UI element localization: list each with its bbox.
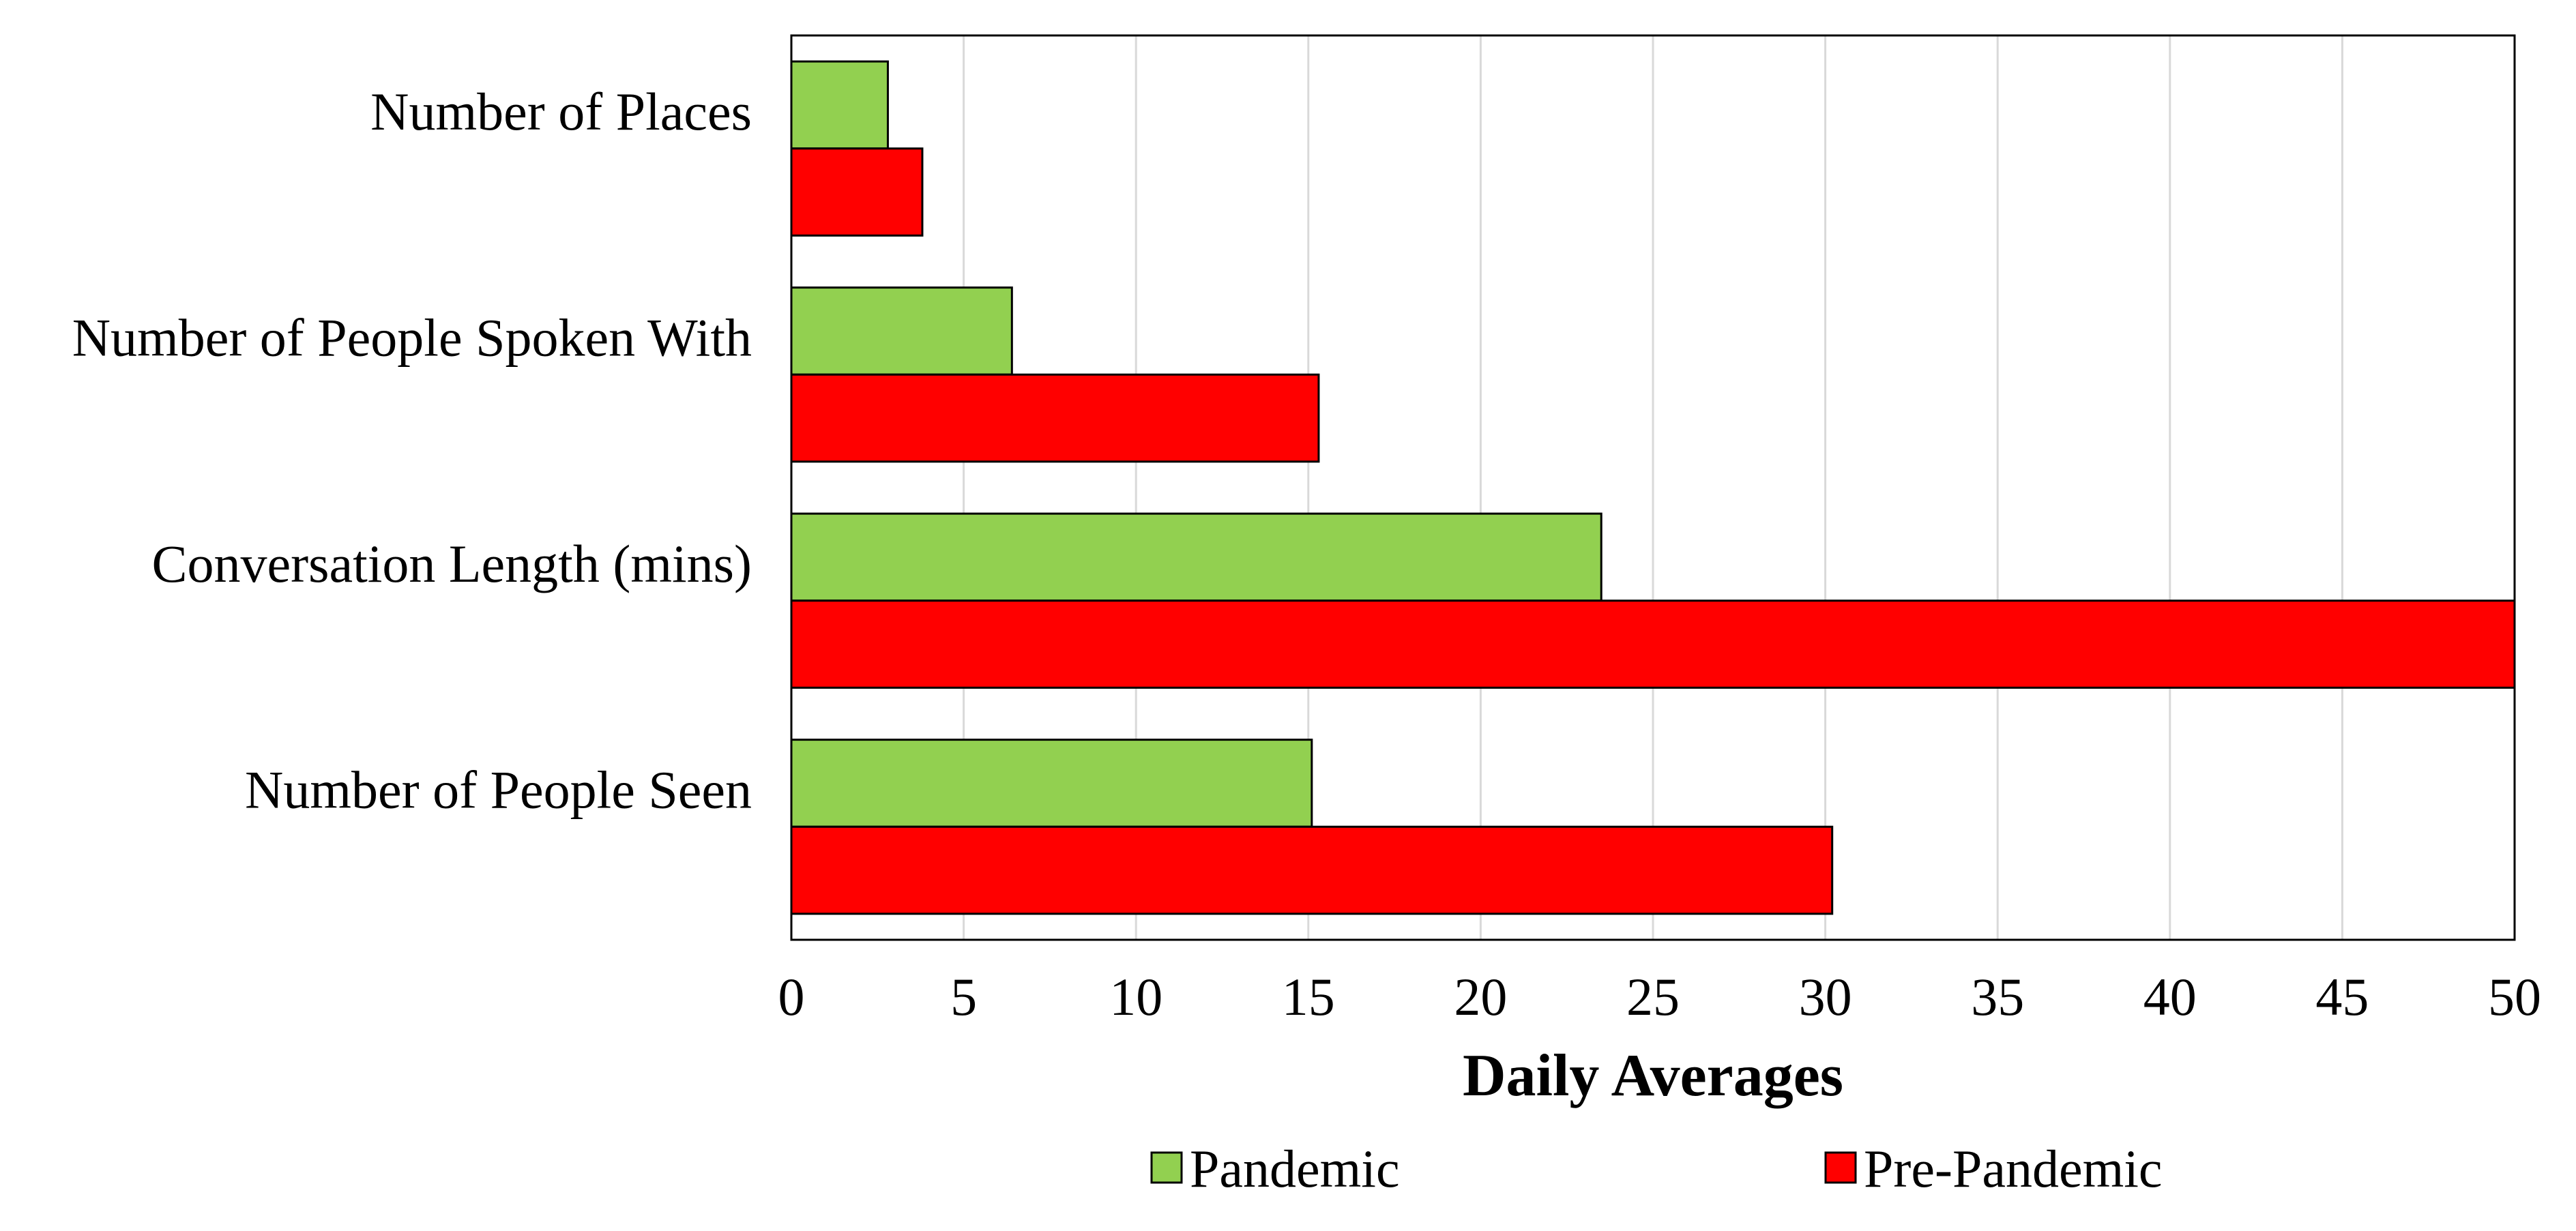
plot-area-frame — [790, 34, 2516, 941]
legend-swatch-pre-pandemic — [1824, 1151, 1857, 1184]
category-label: Number of People Spoken With — [72, 308, 752, 367]
x-axis-title: Daily Averages — [1463, 1043, 1843, 1109]
x-tick-label: 0 — [778, 967, 805, 1026]
category-label: Conversation Length (mins) — [151, 534, 752, 593]
category-label: Number of Places — [370, 82, 752, 141]
x-tick-label: 40 — [2143, 967, 2197, 1026]
bar-pre-pandemic — [790, 825, 1834, 915]
category-labels: Number of Places Number of People Spoken … — [72, 82, 752, 820]
bar-pre-pandemic — [790, 147, 924, 237]
x-tick-label: 20 — [1454, 967, 1507, 1026]
legend-swatch-pandemic — [1150, 1151, 1183, 1184]
bar-pandemic — [790, 286, 1013, 376]
x-tick-label: 5 — [950, 967, 977, 1026]
category-label: Number of People Seen — [245, 760, 752, 819]
gridlines — [963, 35, 2343, 940]
legend-label-pre-pandemic: Pre-Pandemic — [1864, 1139, 2163, 1198]
legend-label-pandemic: Pandemic — [1190, 1139, 1400, 1198]
bar-pre-pandemic — [790, 373, 1320, 463]
x-tick-label: 15 — [1282, 967, 1335, 1026]
bar-pre-pandemic — [790, 599, 2516, 689]
x-tick-label: 50 — [2488, 967, 2541, 1026]
x-tick-label: 35 — [1971, 967, 2024, 1026]
bar-pandemic — [790, 739, 1313, 828]
x-tick-label: 25 — [1626, 967, 1680, 1026]
legend: Pandemic Pre-Pandemic — [1150, 1139, 2163, 1198]
x-tick-label: 10 — [1109, 967, 1162, 1026]
x-axis-tick-labels: 0 5 10 15 20 25 30 35 40 45 50 — [778, 967, 2542, 1026]
x-tick-label: 30 — [1799, 967, 1852, 1026]
bar-pandemic — [790, 60, 889, 150]
bars — [790, 60, 2516, 915]
x-tick-label: 45 — [2315, 967, 2369, 1026]
bar-pandemic — [790, 512, 1602, 602]
